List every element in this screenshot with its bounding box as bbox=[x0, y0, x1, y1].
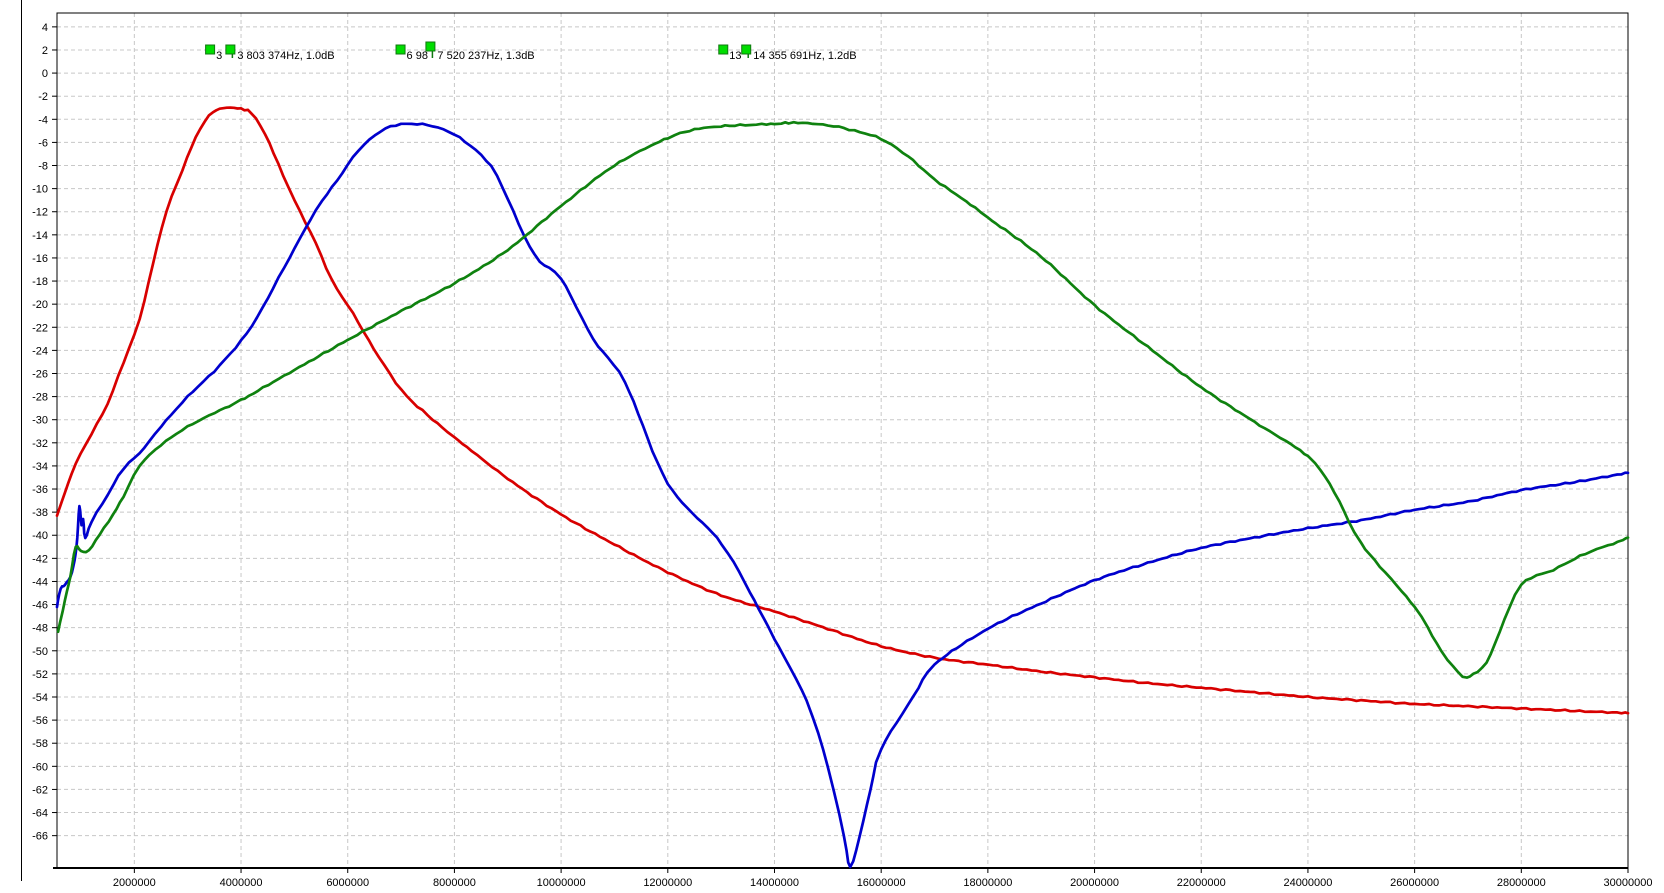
grid bbox=[57, 13, 1628, 868]
x-tick-label: 18000000 bbox=[963, 877, 1012, 889]
markers: 3 3 803 374Hz, 1.0dB 6 98 7 520 237Hz, 1.3d… bbox=[205, 41, 857, 62]
marker-group-698: 6 98 7 520 237Hz, 1.3dB bbox=[395, 41, 535, 62]
y-tick-label: -14 bbox=[32, 230, 48, 242]
y-tick-label: -54 bbox=[32, 692, 48, 704]
y-tick-label: -24 bbox=[32, 345, 48, 357]
y-tick-label: -30 bbox=[32, 415, 48, 427]
y-tick-label: -60 bbox=[32, 761, 48, 773]
trace-band-2-blue bbox=[55, 122, 1630, 869]
trace-band-3-green bbox=[56, 120, 1630, 679]
x-tick-label: 4000000 bbox=[220, 877, 263, 889]
y-tick-label: 4 bbox=[42, 22, 48, 34]
x-tick-label: 8000000 bbox=[433, 877, 476, 889]
y-tick-label: -16 bbox=[32, 253, 48, 265]
x-tick-label: 20000000 bbox=[1070, 877, 1119, 889]
x-tick-label: 24000000 bbox=[1283, 877, 1332, 889]
trace-band-1-red bbox=[55, 106, 1630, 715]
y-axis-labels: 4 2 0 -2 -4 -6 -8 -10 -12 -14 -16 -18 -20 -22 -24 -26 -2… bbox=[32, 22, 57, 843]
y-tick-label: -20 bbox=[32, 299, 48, 311]
marker-tag: 6 98 bbox=[407, 50, 428, 62]
y-tick-label: -18 bbox=[32, 276, 48, 288]
y-tick-label: -66 bbox=[32, 831, 48, 843]
y-tick-label: -22 bbox=[32, 322, 48, 334]
y-tick-label: -34 bbox=[32, 461, 48, 473]
y-tick-label: -28 bbox=[32, 392, 48, 404]
plot-frame bbox=[53, 12, 1629, 869]
plot-border bbox=[56, 12, 1629, 869]
x-tick-label: 30000000 bbox=[1604, 877, 1653, 889]
marker-label: 14 355 691Hz, 1.2dB bbox=[753, 50, 856, 62]
x-tick-label: 2000000 bbox=[113, 877, 156, 889]
y-tick-label: -58 bbox=[32, 738, 48, 750]
x-tick-label: 22000000 bbox=[1177, 877, 1226, 889]
y-tick-label: -12 bbox=[32, 207, 48, 219]
marker-label: 3 803 374Hz, 1.0dB bbox=[237, 50, 334, 62]
traces bbox=[55, 106, 1630, 869]
y-tick-label: -6 bbox=[38, 137, 48, 149]
marker-tag: 13 bbox=[729, 50, 741, 62]
y-tick-label: -2 bbox=[38, 91, 48, 103]
y-tick-label: -52 bbox=[32, 669, 48, 681]
x-tick-label: 12000000 bbox=[643, 877, 692, 889]
y-tick-label: -64 bbox=[32, 808, 48, 820]
marker-label: 7 520 237Hz, 1.3dB bbox=[437, 50, 534, 62]
x-tick-label: 26000000 bbox=[1390, 877, 1439, 889]
y-tick-label: -44 bbox=[32, 576, 48, 588]
y-tick-label: -26 bbox=[32, 368, 48, 380]
y-tick-label: -46 bbox=[32, 600, 48, 612]
x-tick-label: 14000000 bbox=[750, 877, 799, 889]
x-tick-label: 16000000 bbox=[857, 877, 906, 889]
marker-square[interactable] bbox=[425, 41, 436, 52]
y-tick-label: 0 bbox=[42, 68, 48, 80]
x-tick-label: 28000000 bbox=[1497, 877, 1546, 889]
y-tick-label: -4 bbox=[38, 114, 48, 126]
marker-group-3: 3 3 803 374Hz, 1.0dB bbox=[205, 44, 335, 62]
y-tick-label: -48 bbox=[32, 623, 48, 635]
y-tick-label: -32 bbox=[32, 438, 48, 450]
marker-square[interactable] bbox=[718, 44, 729, 55]
x-tick-label: 10000000 bbox=[537, 877, 586, 889]
marker-tag: 3 bbox=[216, 50, 222, 62]
y-tick-label: -62 bbox=[32, 784, 48, 796]
marker-group-13: 13 14 355 691Hz, 1.2dB bbox=[718, 44, 857, 62]
marker-square[interactable] bbox=[205, 44, 216, 55]
y-tick-label: -42 bbox=[32, 553, 48, 565]
x-tick-label: 6000000 bbox=[326, 877, 369, 889]
y-tick-label: -40 bbox=[32, 530, 48, 542]
y-tick-label: -56 bbox=[32, 715, 48, 727]
marker-square[interactable] bbox=[225, 44, 236, 55]
y-tick-label: -36 bbox=[32, 484, 48, 496]
y-tick-label: -38 bbox=[32, 507, 48, 519]
y-tick-label: -50 bbox=[32, 646, 48, 658]
x-axis-labels: 2000000 4000000 6000000 8000000 10000000 1200… bbox=[113, 868, 1653, 889]
y-tick-label: -10 bbox=[32, 184, 48, 196]
marker-square[interactable] bbox=[741, 44, 752, 55]
y-tick-label: 2 bbox=[42, 45, 48, 57]
marker-square[interactable] bbox=[395, 44, 406, 55]
y-tick-label: -8 bbox=[38, 161, 48, 173]
